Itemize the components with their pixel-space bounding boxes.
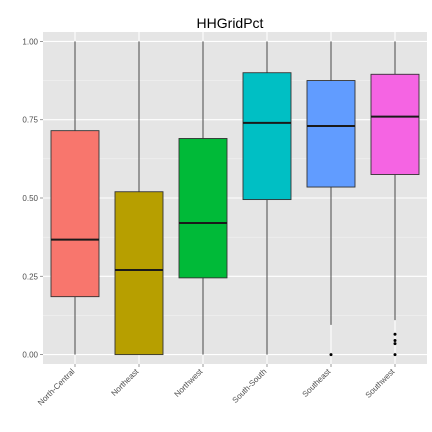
x-tick-label: North-Central bbox=[36, 367, 76, 407]
box-northeast bbox=[114, 41, 164, 356]
chart-title: HHGridPct bbox=[197, 15, 264, 31]
x-axis: North-Central Northeast Northwest South-Sou… bbox=[36, 364, 397, 407]
x-tick-label: Southwest bbox=[364, 367, 397, 400]
x-tick-label: Southeast bbox=[301, 367, 333, 399]
box-south-south bbox=[242, 41, 292, 355]
outlier-point bbox=[393, 353, 397, 357]
y-tick-label: 1.00 bbox=[22, 37, 38, 46]
x-tick-label: Northeast bbox=[110, 367, 141, 398]
y-tick-label: 0.25 bbox=[22, 272, 38, 281]
y-tick-label: 0.50 bbox=[22, 194, 38, 203]
box-body bbox=[306, 80, 356, 188]
box-body bbox=[178, 138, 228, 279]
y-tick-label: 0.00 bbox=[22, 351, 38, 360]
box-southeast bbox=[306, 41, 356, 357]
outlier-point bbox=[329, 353, 333, 357]
box-body bbox=[370, 73, 420, 175]
y-tick-label: 0.75 bbox=[22, 116, 38, 125]
y-axis: 0.00 0.25 0.50 0.75 1.00 bbox=[22, 37, 43, 360]
outlier-point bbox=[393, 339, 397, 343]
box-northwest bbox=[178, 41, 228, 355]
box-north-central bbox=[50, 41, 100, 355]
box-body bbox=[114, 191, 164, 356]
outlier-point bbox=[393, 342, 397, 346]
box-southwest bbox=[370, 41, 420, 357]
box-body bbox=[242, 72, 292, 201]
x-tick-label: South-South bbox=[231, 367, 269, 405]
box-body bbox=[50, 130, 100, 298]
outlier-point bbox=[393, 332, 397, 336]
boxes-layer bbox=[50, 41, 420, 357]
x-tick-label: Northwest bbox=[173, 367, 205, 399]
